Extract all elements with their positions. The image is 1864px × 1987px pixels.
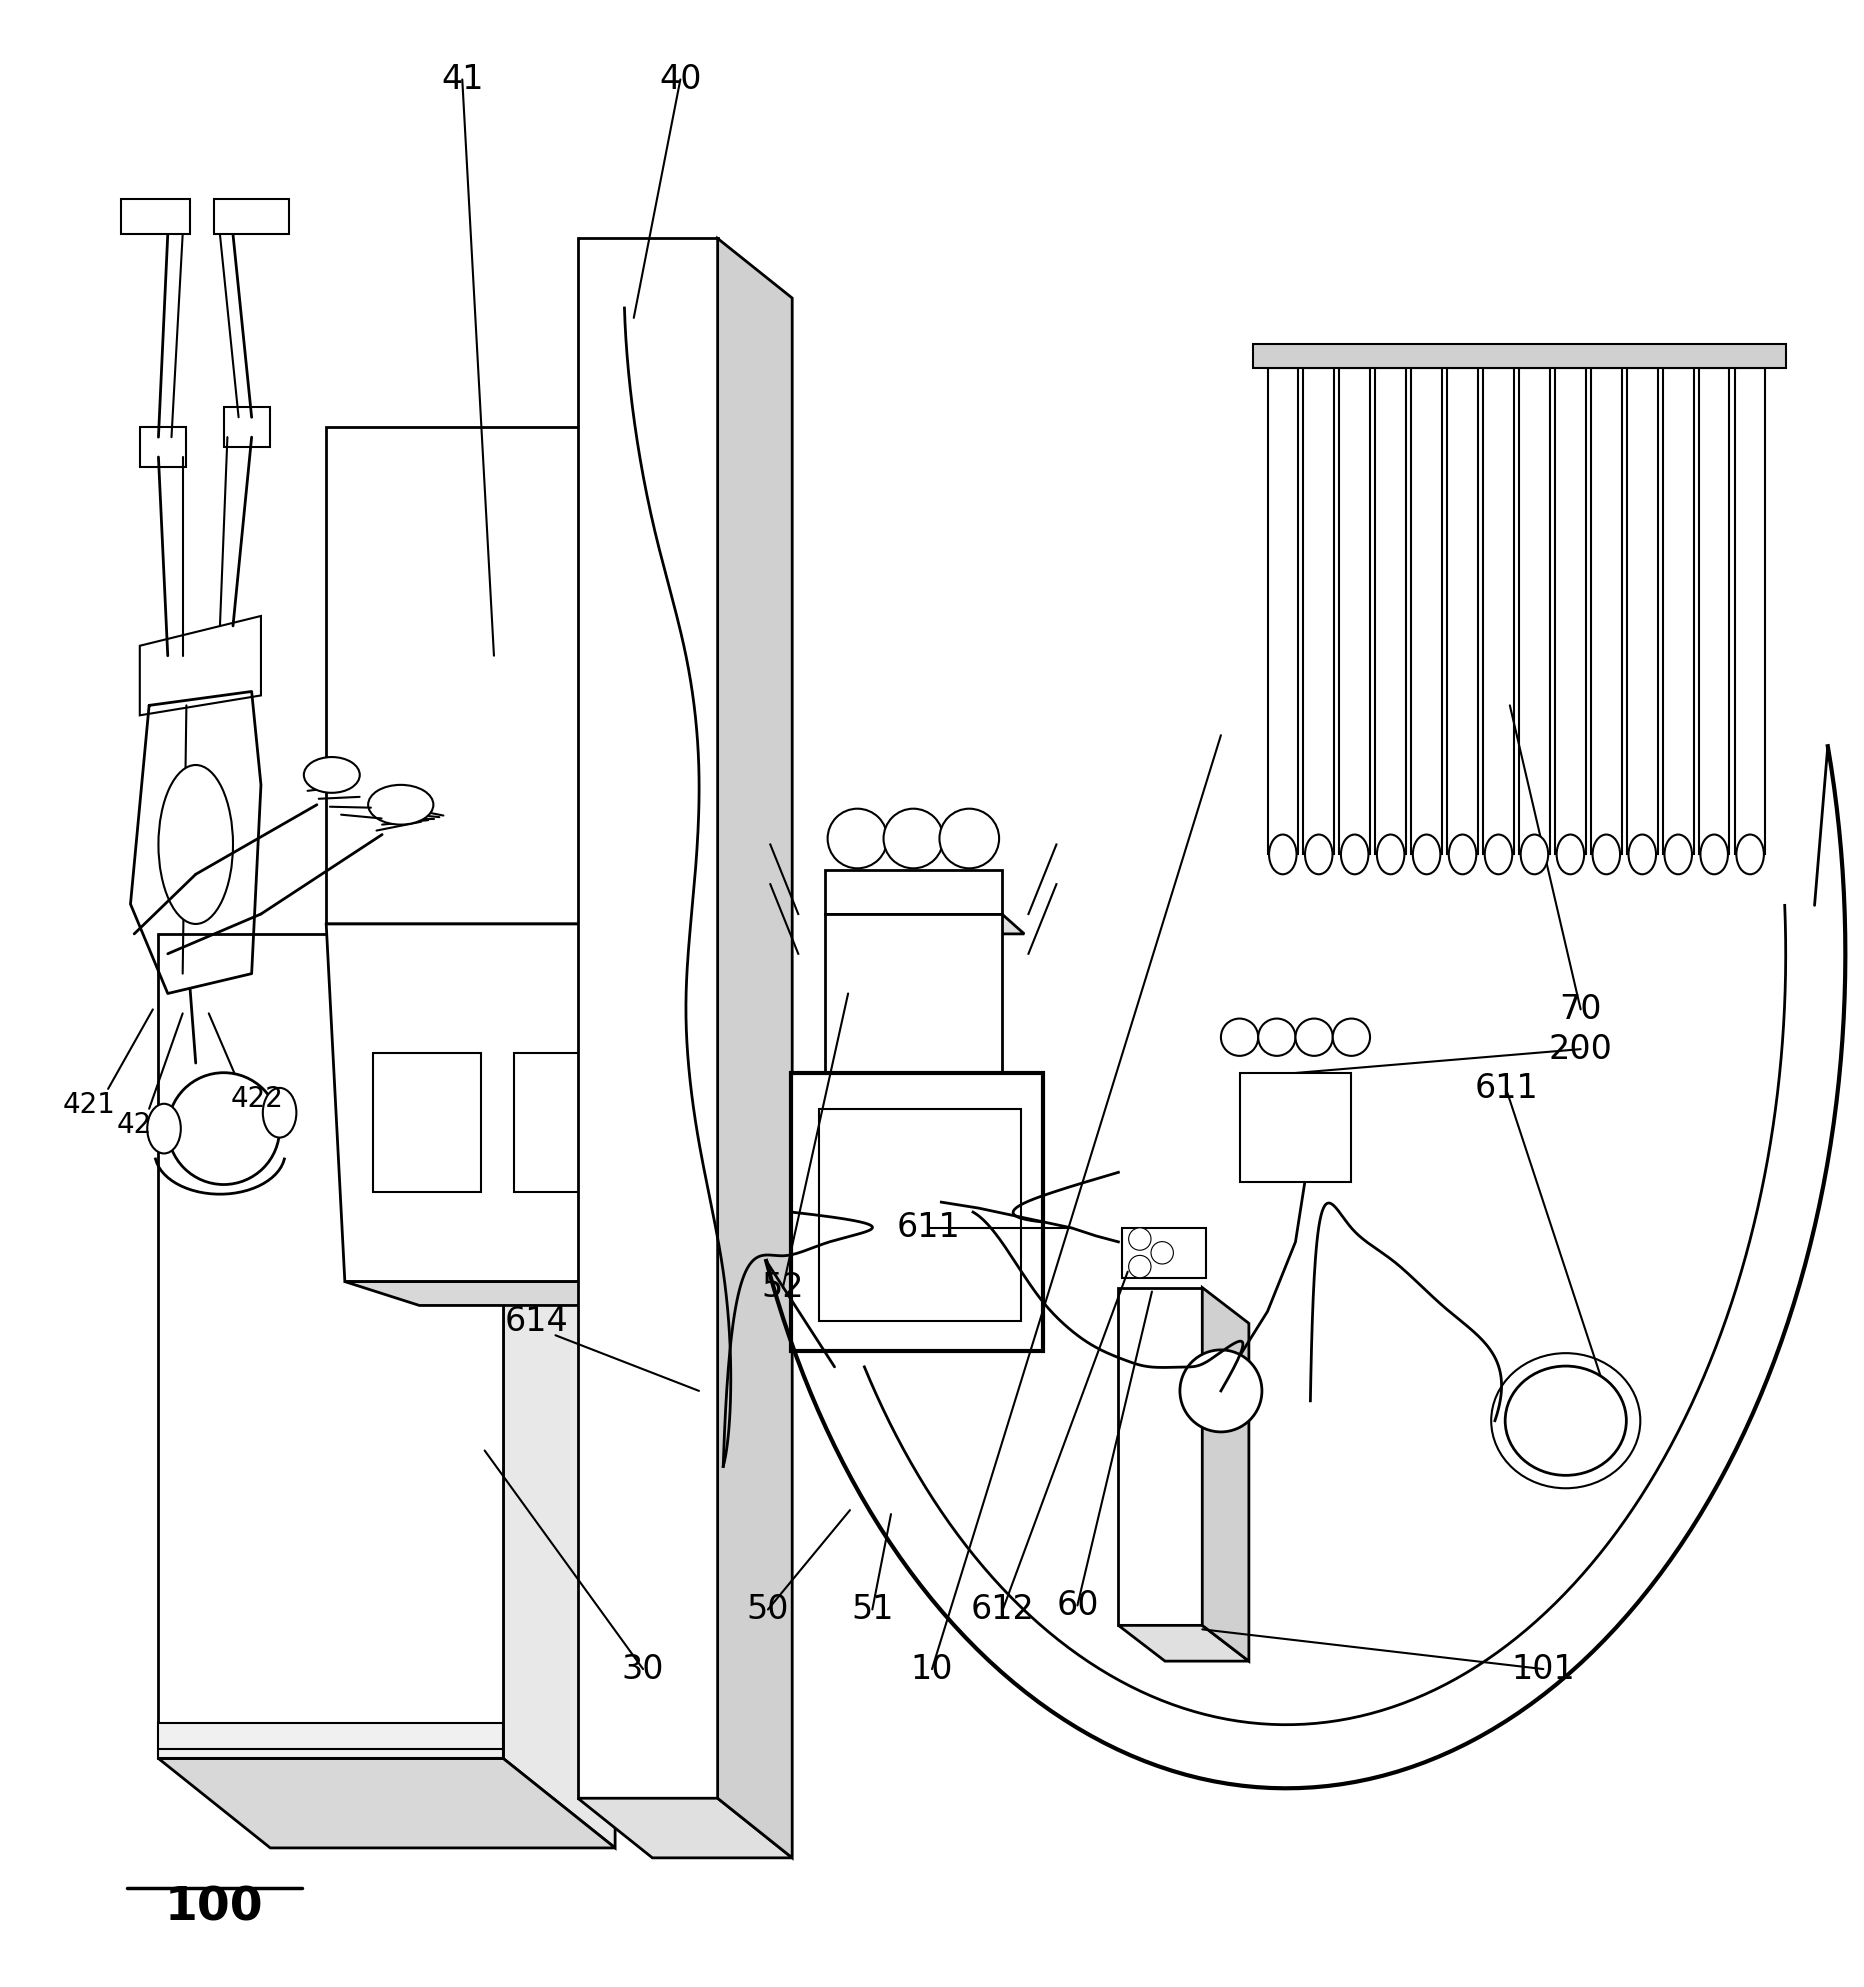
Polygon shape (1268, 368, 1297, 854)
Polygon shape (345, 1282, 736, 1305)
Ellipse shape (1629, 835, 1655, 874)
Text: 70: 70 (1560, 994, 1601, 1025)
Polygon shape (1484, 368, 1514, 854)
Polygon shape (1303, 368, 1335, 854)
Circle shape (828, 809, 887, 868)
Text: 614: 614 (505, 1305, 569, 1337)
Polygon shape (140, 427, 186, 467)
Text: 100: 100 (166, 1886, 263, 1929)
Circle shape (168, 1073, 280, 1184)
Text: 50: 50 (747, 1594, 788, 1625)
Circle shape (1150, 1242, 1174, 1264)
Ellipse shape (147, 1105, 181, 1152)
Polygon shape (158, 1723, 503, 1758)
Polygon shape (224, 407, 270, 447)
Polygon shape (326, 427, 680, 924)
Polygon shape (1202, 1288, 1249, 1661)
Text: 200: 200 (1549, 1033, 1612, 1065)
Ellipse shape (1377, 835, 1404, 874)
Polygon shape (1411, 368, 1443, 854)
Circle shape (1128, 1228, 1150, 1250)
Polygon shape (1340, 368, 1370, 854)
Polygon shape (121, 199, 190, 234)
Ellipse shape (1413, 835, 1441, 874)
Ellipse shape (1521, 835, 1549, 874)
Polygon shape (1663, 368, 1694, 854)
Ellipse shape (1486, 835, 1512, 874)
Polygon shape (158, 934, 503, 1758)
Circle shape (939, 809, 999, 868)
Polygon shape (824, 870, 1003, 914)
Ellipse shape (158, 765, 233, 924)
Polygon shape (1627, 368, 1657, 854)
Circle shape (1180, 1349, 1262, 1433)
Ellipse shape (1269, 835, 1297, 874)
Ellipse shape (1556, 835, 1584, 874)
Polygon shape (578, 1798, 792, 1858)
Polygon shape (718, 238, 792, 1858)
Text: 41: 41 (442, 64, 483, 95)
Polygon shape (1519, 368, 1549, 854)
Text: 421: 421 (63, 1091, 116, 1119)
Polygon shape (818, 1109, 1021, 1321)
Polygon shape (824, 914, 1003, 1351)
Polygon shape (1253, 344, 1786, 368)
Text: 42: 42 (117, 1111, 151, 1139)
Text: 40: 40 (660, 64, 701, 95)
Ellipse shape (1506, 1367, 1625, 1474)
Circle shape (1221, 1019, 1258, 1055)
Polygon shape (662, 924, 755, 1305)
Polygon shape (790, 1073, 1044, 1351)
Polygon shape (326, 924, 755, 974)
Text: 30: 30 (623, 1653, 664, 1685)
Polygon shape (1240, 1073, 1351, 1182)
Polygon shape (680, 427, 755, 974)
Circle shape (884, 809, 943, 868)
Polygon shape (1376, 368, 1405, 854)
Text: 60: 60 (1057, 1590, 1098, 1621)
Polygon shape (214, 199, 289, 234)
Polygon shape (140, 616, 261, 715)
Ellipse shape (1340, 835, 1368, 874)
Polygon shape (373, 1053, 481, 1192)
Circle shape (1258, 1019, 1295, 1055)
Polygon shape (578, 238, 718, 1798)
Text: 52: 52 (762, 1272, 803, 1303)
Ellipse shape (263, 1089, 296, 1137)
Text: 101: 101 (1512, 1653, 1575, 1685)
Ellipse shape (1665, 835, 1693, 874)
Polygon shape (1122, 1228, 1206, 1278)
Ellipse shape (1448, 835, 1476, 874)
Polygon shape (824, 914, 1025, 934)
Polygon shape (514, 1053, 623, 1192)
Polygon shape (1592, 368, 1622, 854)
Ellipse shape (1737, 835, 1763, 874)
Text: 422: 422 (231, 1085, 283, 1113)
Polygon shape (1555, 368, 1586, 854)
Text: 51: 51 (852, 1594, 893, 1625)
Ellipse shape (367, 785, 432, 825)
Polygon shape (326, 924, 680, 1282)
Text: 611: 611 (897, 1212, 960, 1244)
Circle shape (1295, 1019, 1333, 1055)
Ellipse shape (1592, 835, 1620, 874)
Polygon shape (1118, 1625, 1249, 1661)
Polygon shape (1118, 1288, 1202, 1625)
Ellipse shape (304, 757, 360, 793)
Polygon shape (1735, 368, 1765, 854)
Circle shape (1128, 1256, 1150, 1278)
Ellipse shape (1305, 835, 1333, 874)
Text: 611: 611 (1474, 1073, 1538, 1105)
Text: 10: 10 (911, 1653, 953, 1685)
Polygon shape (503, 934, 615, 1848)
Polygon shape (1446, 368, 1478, 854)
Polygon shape (1698, 368, 1730, 854)
Text: 612: 612 (971, 1594, 1035, 1625)
Ellipse shape (1700, 835, 1728, 874)
Circle shape (1333, 1019, 1370, 1055)
Polygon shape (158, 1758, 615, 1848)
